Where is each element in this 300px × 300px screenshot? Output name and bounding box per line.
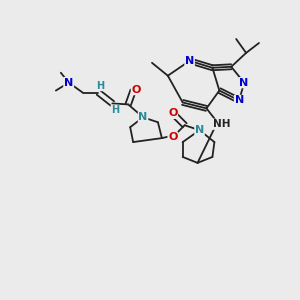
Text: NH: NH	[213, 119, 230, 129]
Text: N: N	[239, 78, 249, 88]
Text: O: O	[168, 108, 178, 118]
Text: H: H	[111, 105, 119, 116]
Text: N: N	[235, 95, 244, 106]
Text: N: N	[64, 78, 74, 88]
Text: N: N	[138, 112, 148, 122]
Text: N: N	[195, 125, 204, 135]
Text: N: N	[185, 56, 194, 66]
Text: N: N	[64, 78, 74, 88]
Text: O: O	[131, 85, 141, 94]
Text: H: H	[96, 81, 104, 91]
Text: O: O	[168, 132, 178, 142]
